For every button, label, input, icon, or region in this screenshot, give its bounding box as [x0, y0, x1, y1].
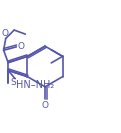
Text: O: O: [2, 29, 9, 38]
Text: S: S: [10, 78, 16, 87]
Text: O: O: [42, 101, 49, 110]
Text: HN–NH₂: HN–NH₂: [16, 80, 54, 90]
Text: O: O: [18, 42, 25, 51]
